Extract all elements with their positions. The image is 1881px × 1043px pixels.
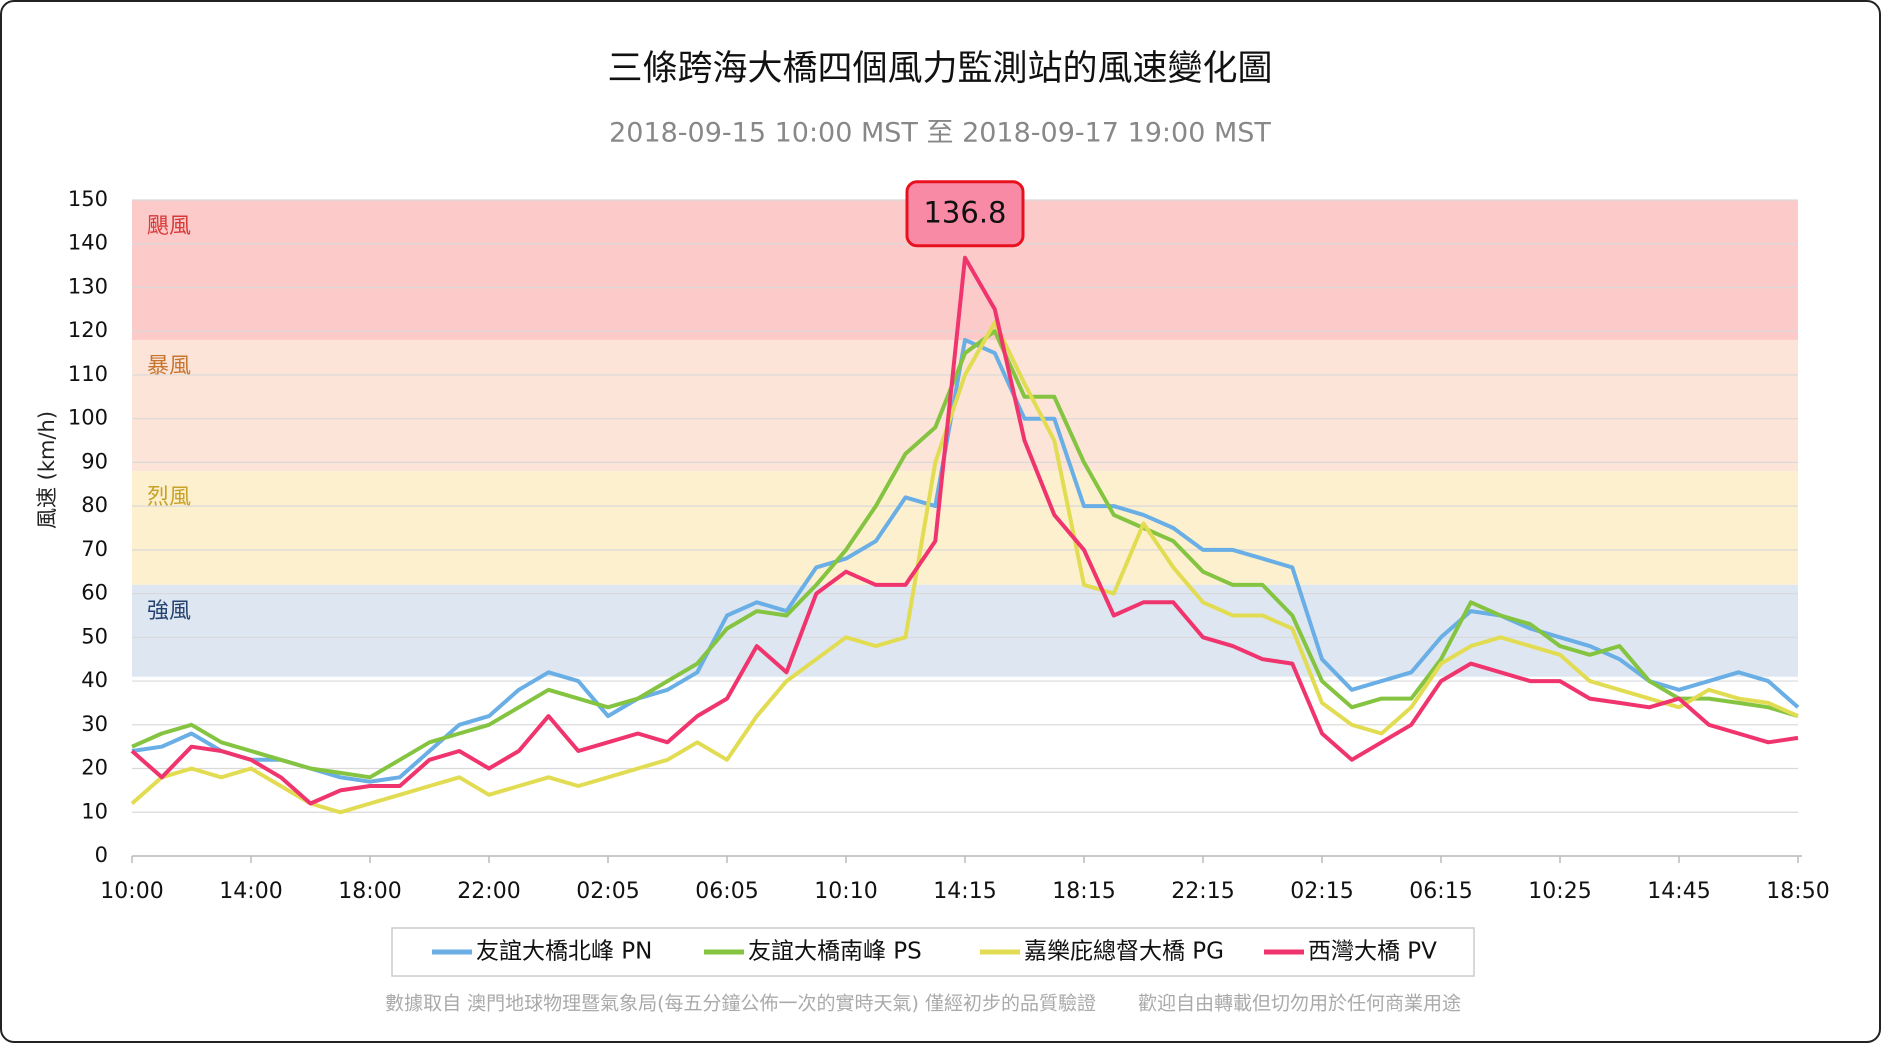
x-tick-label: 22:00 xyxy=(457,879,520,904)
wind-band xyxy=(132,471,1798,585)
x-tick-label: 06:15 xyxy=(1409,879,1472,904)
x-tick-label: 02:05 xyxy=(576,879,639,904)
y-tick-label: 60 xyxy=(81,581,108,605)
legend-label: 友誼大橋北峰 PN xyxy=(476,939,652,965)
x-tick-label: 02:15 xyxy=(1290,879,1353,904)
band-label: 強風 xyxy=(147,599,191,624)
y-tick-label: 110 xyxy=(68,362,108,386)
y-tick-label: 80 xyxy=(81,493,108,517)
x-tick-label: 10:00 xyxy=(100,879,163,904)
y-tick-label: 140 xyxy=(68,231,108,255)
y-tick-label: 10 xyxy=(81,799,108,823)
y-tick-label: 100 xyxy=(68,406,108,430)
y-tick-label: 50 xyxy=(81,624,108,648)
x-tick-label: 10:10 xyxy=(814,879,877,904)
series-line xyxy=(130,255,1799,806)
x-tick-label: 22:15 xyxy=(1171,879,1234,904)
x-tick-label: 18:15 xyxy=(1052,879,1115,904)
chart-title: 三條跨海大橋四個風力監測站的風速變化圖 xyxy=(607,49,1272,89)
peak-annotation-box xyxy=(905,180,1025,248)
footer-note: 歡迎自由轉載但切勿用於任何商業用途 xyxy=(1138,993,1461,1015)
wind-band xyxy=(132,584,1798,677)
band-label: 颶風 xyxy=(147,214,191,239)
y-axis-label: 風速 (km/h) xyxy=(35,411,59,529)
x-tick-label: 10:25 xyxy=(1528,879,1591,904)
x-tick-label: 18:00 xyxy=(338,879,401,904)
legend-label: 嘉樂庇總督大橋 PG xyxy=(1024,939,1224,965)
series-line xyxy=(130,320,1799,815)
series-line xyxy=(131,337,1800,784)
y-tick-label: 40 xyxy=(81,668,108,692)
chart-subtitle: 2018-09-15 10:00 MST 至 2018-09-17 19:00 … xyxy=(609,118,1271,149)
y-tick-label: 130 xyxy=(68,274,108,298)
y-tick-label: 120 xyxy=(68,318,108,342)
x-tick-label: 18:50 xyxy=(1766,879,1829,904)
x-tick-label: 14:45 xyxy=(1647,879,1710,904)
y-tick-label: 90 xyxy=(81,449,108,473)
x-tick-label: 14:00 xyxy=(219,879,282,904)
x-tick-label: 14:15 xyxy=(933,879,996,904)
legend-label: 友誼大橋南峰 PS xyxy=(748,939,922,965)
y-tick-label: 150 xyxy=(68,187,108,211)
series-line xyxy=(131,329,1799,780)
wind-band xyxy=(132,339,1798,472)
x-tick-label: 06:05 xyxy=(695,879,758,904)
footer-note: 數據取自 澳門地球物理暨氣象局(每五分鐘公佈一次的實時天氣) 僅經初步的品質驗證 xyxy=(385,993,1096,1015)
y-tick-label: 30 xyxy=(81,712,108,736)
legend-label: 西灣大橋 PV xyxy=(1308,939,1437,965)
y-tick-label: 20 xyxy=(81,756,108,780)
y-tick-label: 0 xyxy=(95,843,108,867)
y-tick-label: 70 xyxy=(81,537,108,561)
peak-annotation: 136.8 xyxy=(923,196,1006,230)
